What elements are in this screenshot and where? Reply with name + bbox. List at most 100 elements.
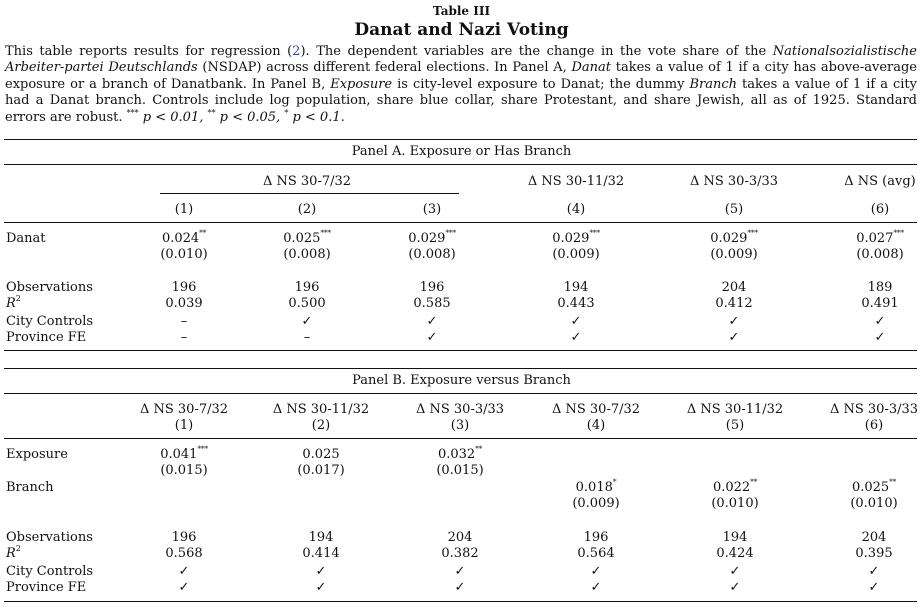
city-controls-mark: ✓ — [256, 564, 386, 579]
observations-label: Observations — [6, 530, 93, 545]
province-fe-mark-value: – — [180, 330, 188, 345]
danat-coefficient-stars: *** — [320, 228, 331, 237]
column-number-value: (3) — [450, 418, 470, 433]
province-fe-mark: ✓ — [815, 330, 923, 345]
observations-value: 189 — [815, 280, 923, 295]
column-number: (5) — [670, 418, 800, 433]
panel-a-r2-row: R2 0.039 0.500 0.585 0.443 0.412 0.491 — [0, 295, 923, 312]
danat-coefficient-stars: *** — [445, 228, 456, 237]
city-controls-mark-value: ✓ — [729, 564, 741, 579]
province-fe-mark: – — [242, 330, 372, 345]
panel-b-col-header-value: Δ NS 30-11/32 — [686, 402, 784, 417]
branch-coefficient: 0.022** — [670, 477, 800, 495]
equation-reference-link[interactable]: 2 — [292, 44, 301, 59]
panel-b-branch-row: Branch 0.018* 0.022** 0.025** — [0, 477, 923, 496]
r2-value: 0.039 — [119, 296, 249, 311]
observations-value-value: 196 — [419, 280, 445, 295]
panel-b-col-header-value: Δ NS 30-7/32 — [551, 402, 641, 417]
column-number: (6) — [815, 202, 923, 217]
r2-value: 0.395 — [809, 546, 923, 561]
observations-value-value: 194 — [308, 530, 334, 545]
panel-b-col-header-value: Δ NS 30-7/32 — [139, 402, 229, 417]
city-controls-mark: ✓ — [670, 564, 800, 579]
city-controls-mark-value: ✓ — [728, 314, 740, 329]
danat-standard-error: (0.010) — [119, 247, 249, 262]
city-controls-label: City Controls — [6, 314, 93, 329]
column-number: (1) — [119, 418, 249, 433]
panel-a-col-number-row: (1) (2) (3) (4) (5) (6) — [0, 202, 923, 218]
city-controls-mark: ✓ — [669, 314, 799, 329]
branch-coefficient-stars: * — [612, 477, 617, 486]
city-controls-mark-value: ✓ — [868, 564, 880, 579]
city-controls-mark-value: ✓ — [301, 314, 313, 329]
r2-label: R2 — [6, 545, 21, 562]
r2-value-value: 0.500 — [288, 296, 326, 311]
observations-value: 196 — [367, 280, 497, 295]
panel-b-col-header: Δ NS 30-3/33 — [395, 402, 525, 417]
panel-b-col-header-value: Δ NS 30-3/33 — [415, 402, 505, 417]
panel-b-col-header: Δ NS 30-11/32 — [256, 402, 386, 417]
danat-label-text: Danat — [6, 231, 46, 246]
exposure-coefficient-value: 0.032 — [437, 447, 476, 462]
branch-standard-error: (0.010) — [670, 496, 800, 511]
branch-standard-error: (0.010) — [809, 496, 923, 511]
observations-label: Observations — [6, 280, 93, 295]
danat-standard-error-value: (0.009) — [552, 247, 600, 262]
province-fe-mark: ✓ — [256, 580, 386, 595]
danat-standard-error: (0.008) — [242, 247, 372, 262]
city-controls-mark: ✓ — [119, 564, 249, 579]
province-fe-mark: ✓ — [395, 580, 525, 595]
city-controls-mark-value: ✓ — [454, 564, 466, 579]
panel-b-col-header-value: Δ NS 30-3/33 — [829, 402, 919, 417]
danat-coefficient-stars: *** — [747, 228, 758, 237]
city-controls-mark-value: ✓ — [590, 564, 602, 579]
column-number-value: (4) — [566, 202, 586, 217]
branch-coefficient-value: 0.018 — [575, 480, 613, 495]
exposure-standard-error: (0.015) — [119, 463, 249, 478]
panel-b-header-rule — [4, 438, 917, 439]
observations-value-value: 189 — [867, 280, 893, 295]
branch-label-text: Branch — [6, 480, 54, 495]
column-number-value: (4) — [586, 418, 606, 433]
city-controls-mark-value: – — [180, 314, 188, 329]
exposure-coefficient-stars: ** — [475, 444, 483, 453]
panel-b-province-fe-row: Province FE ✓ ✓ ✓ ✓ ✓ ✓ — [0, 580, 923, 596]
danat-coefficient-value: 0.025 — [283, 231, 321, 246]
danat-standard-error: (0.009) — [669, 247, 799, 262]
city-controls-mark: ✓ — [815, 314, 923, 329]
r2-value-value: 0.395 — [855, 546, 893, 561]
observations-value-value: 196 — [171, 530, 197, 545]
r2-value: 0.424 — [670, 546, 800, 561]
observations-value-value: 196 — [171, 280, 197, 295]
danat-coefficient: 0.029*** — [367, 228, 497, 246]
panel-b-r2-row: R2 0.568 0.414 0.382 0.564 0.424 0.395 — [0, 545, 923, 562]
panel-b-col-header: Δ NS 30-3/33 — [809, 402, 923, 417]
danat-coefficient: 0.024** — [119, 229, 249, 246]
observations-value: 196 — [242, 280, 372, 295]
column-number: (2) — [242, 202, 372, 217]
danat-coefficient: 0.029*** — [669, 228, 799, 246]
panel-a-col-header: Δ NS 30-3/33 — [689, 174, 779, 189]
r2-value: 0.414 — [256, 546, 386, 561]
r2-value-value: 0.382 — [441, 546, 479, 561]
panel-a-col-header: Δ NS 30-11/32 — [527, 174, 625, 189]
panel-b-exposure-row: Exposure 0.041*** 0.025 0.032** — [0, 444, 923, 463]
r2-label: R2 — [6, 295, 21, 312]
column-number: (1) — [119, 202, 249, 217]
province-fe-mark: ✓ — [511, 330, 641, 345]
table-title: Danat and Nazi Voting — [354, 20, 569, 40]
panel-b-city-controls-row: City Controls ✓ ✓ ✓ ✓ ✓ ✓ — [0, 564, 923, 580]
province-fe-mark: ✓ — [531, 580, 661, 595]
province-fe-mark-value: ✓ — [868, 580, 880, 595]
city-controls-mark: ✓ — [531, 564, 661, 579]
city-controls-mark-value: ✓ — [874, 314, 886, 329]
observations-value-value: 196 — [583, 530, 609, 545]
table-caption: This table reports results for regressio… — [5, 44, 917, 125]
branch-coefficient-stars: ** — [750, 477, 758, 486]
province-fe-label-text: Province FE — [6, 330, 87, 345]
danat-standard-error-value: (0.008) — [283, 247, 331, 262]
branch-coefficient-stars: ** — [889, 477, 897, 486]
province-fe-label: Province FE — [6, 330, 86, 345]
panel-a-danat-row: Danat 0.024** 0.025*** 0.029*** 0.029*** 0.02… — [0, 228, 923, 247]
branch-coefficient-value: 0.025 — [851, 480, 890, 495]
